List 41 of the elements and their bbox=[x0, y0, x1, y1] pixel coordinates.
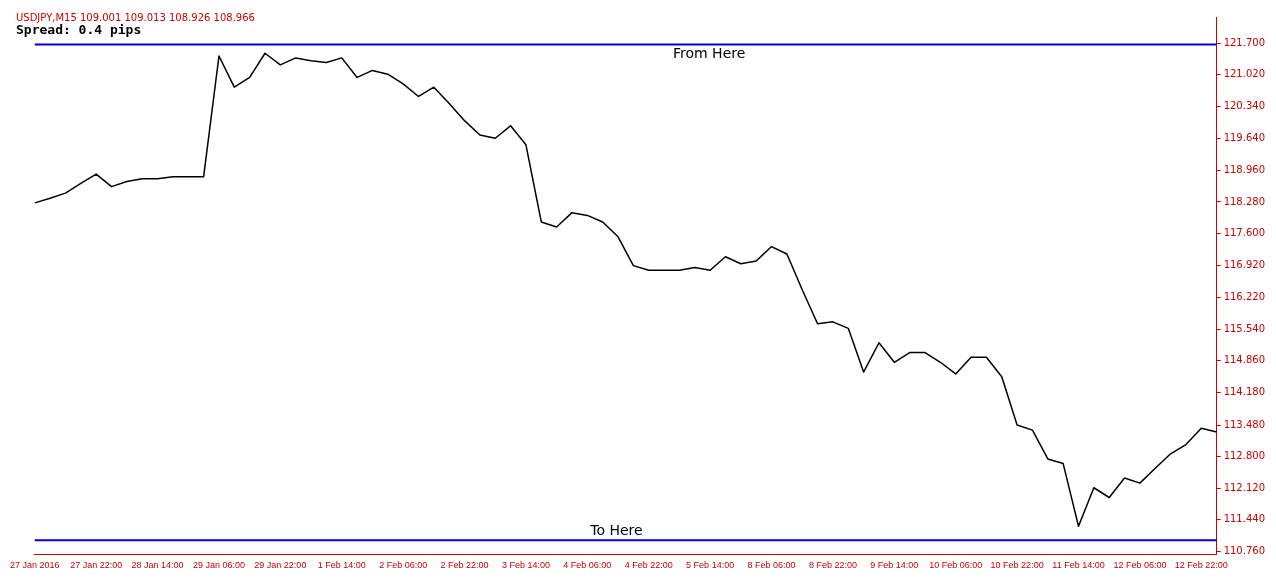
ref-line-label: To Here bbox=[589, 521, 643, 538]
y-tick-label: 119.640 bbox=[1223, 132, 1266, 144]
x-tick-label: 12 Feb 22:00 bbox=[1174, 560, 1228, 571]
x-tick-label: 29 Jan 22:00 bbox=[254, 560, 307, 571]
y-tick-label: 118.960 bbox=[1223, 163, 1266, 175]
chart-subtitle: Spread: 0.4 pips bbox=[16, 22, 143, 38]
x-tick-label: 4 Feb 22:00 bbox=[624, 560, 673, 571]
y-tick-label: 116.920 bbox=[1223, 258, 1266, 270]
y-tick-label: 114.180 bbox=[1223, 386, 1266, 398]
x-tick-label: 2 Feb 06:00 bbox=[379, 560, 428, 571]
y-tick-label: 113.480 bbox=[1223, 418, 1266, 430]
x-tick-label: 2 Feb 22:00 bbox=[440, 560, 489, 571]
y-tick-label: 112.120 bbox=[1223, 481, 1266, 493]
y-tick-label: 114.860 bbox=[1223, 354, 1266, 366]
y-tick-label: 121.700 bbox=[1223, 36, 1266, 48]
x-tick-label: 11 Feb 14:00 bbox=[1052, 560, 1105, 571]
x-tick-label: 10 Feb 22:00 bbox=[990, 560, 1044, 571]
chart-title: USDJPY,M15 109.001 109.013 108.926 108.966 bbox=[16, 12, 255, 23]
x-tick-label: 8 Feb 06:00 bbox=[747, 560, 796, 571]
x-tick-label: 29 Jan 06:00 bbox=[192, 560, 245, 571]
ref-line-label: From Here bbox=[672, 45, 746, 62]
x-tick-label: 9 Feb 14:00 bbox=[870, 560, 919, 571]
x-tick-label: 1 Feb 14:00 bbox=[317, 560, 366, 571]
x-tick-label: 5 Feb 14:00 bbox=[686, 560, 735, 571]
y-tick-label: 112.800 bbox=[1223, 450, 1266, 462]
x-tick-label: 3 Feb 14:00 bbox=[501, 560, 550, 571]
x-tick-label: 10 Feb 06:00 bbox=[929, 560, 983, 571]
x-tick-label: 27 Jan 22:00 bbox=[70, 560, 123, 571]
x-tick-label: 8 Feb 22:00 bbox=[808, 560, 857, 571]
x-tick-label: 28 Jan 14:00 bbox=[131, 560, 184, 571]
y-tick-label: 111.440 bbox=[1223, 513, 1266, 525]
x-tick-label: 12 Feb 06:00 bbox=[1113, 560, 1167, 571]
x-tick-label: 4 Feb 06:00 bbox=[563, 560, 612, 571]
y-tick-label: 115.540 bbox=[1223, 322, 1266, 334]
y-tick-label: 121.020 bbox=[1223, 68, 1266, 80]
y-tick-label: 118.280 bbox=[1223, 195, 1266, 207]
y-tick-label: 117.600 bbox=[1223, 227, 1266, 239]
x-tick-label: 27 Jan 2016 bbox=[10, 560, 60, 571]
y-tick-label: 110.760 bbox=[1223, 545, 1266, 557]
y-tick-label: 120.340 bbox=[1223, 99, 1266, 111]
y-tick-label: 116.220 bbox=[1223, 291, 1266, 303]
